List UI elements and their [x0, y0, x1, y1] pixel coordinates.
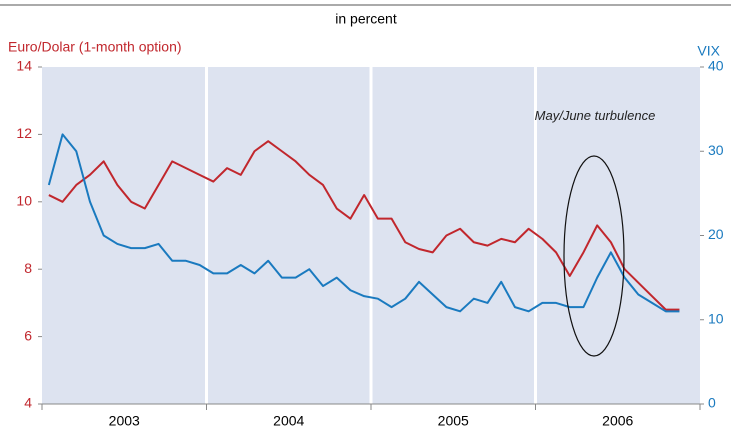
y-tick-label: 14 [16, 58, 32, 74]
y-axis-label: Euro/Dolar (1-month option) [8, 39, 182, 55]
line-series [47, 133, 680, 313]
line-series [48, 140, 680, 311]
y2-tick-label: 30 [708, 142, 724, 158]
x-tick-label: 2005 [438, 413, 469, 429]
y2-tick-label: 0 [708, 395, 716, 411]
annotation-ellipse [563, 155, 625, 357]
y2-tick-label: 40 [708, 58, 724, 74]
annotation-box: May/June turbulence [534, 108, 656, 123]
chart-title: in percent [335, 11, 397, 27]
y2-tick-label: 10 [708, 310, 724, 326]
y2-tick-label: 20 [708, 226, 724, 242]
y-tick-label: 6 [24, 327, 32, 343]
x-tick-label: 2006 [602, 413, 633, 429]
y-tick-label: 4 [24, 395, 32, 411]
annotation: May/June turbulence [534, 108, 656, 123]
x-tick-label: 2003 [109, 413, 140, 429]
y2-axis-label: VIX [697, 43, 720, 59]
y-tick-label: 8 [24, 260, 32, 276]
x-tick-label: 2004 [273, 413, 304, 429]
y-tick-label: 12 [16, 125, 32, 141]
y-tick-label: 10 [16, 193, 32, 209]
